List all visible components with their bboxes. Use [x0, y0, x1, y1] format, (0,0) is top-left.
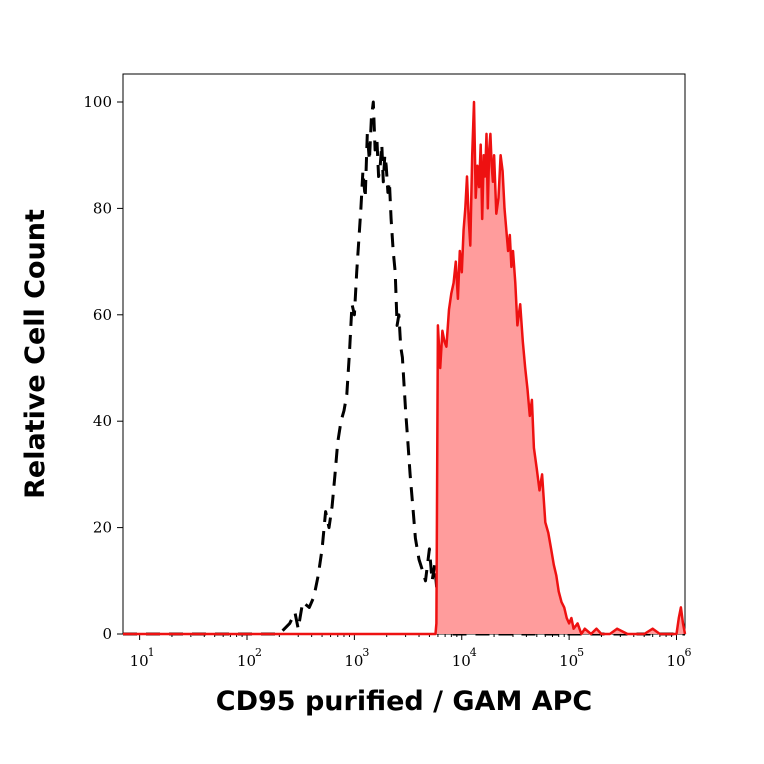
- x-tick-exponent: 3: [362, 646, 369, 659]
- x-tick-label: 103: [344, 646, 369, 670]
- y-tick-label: 40: [93, 412, 112, 430]
- x-tick-base: 10: [666, 652, 685, 670]
- x-tick-exponent: 6: [684, 646, 691, 659]
- x-tick-exponent: 1: [148, 646, 155, 659]
- y-tick-label: 0: [102, 625, 112, 643]
- y-tick-label: 100: [83, 93, 112, 111]
- x-axis-ticks: 101 102 103 104 105 106: [130, 634, 691, 670]
- y-tick-label: 80: [93, 199, 112, 217]
- x-tick-exponent: 4: [470, 646, 477, 659]
- x-tick-label: 106: [666, 646, 691, 670]
- stained-histogram-line: [123, 100, 687, 636]
- y-axis-title: Relative Cell Count: [20, 209, 51, 499]
- x-tick-base: 10: [344, 652, 363, 670]
- x-tick-base: 10: [237, 652, 256, 670]
- plot-frame: [122, 73, 686, 635]
- y-tick-label: 60: [93, 306, 112, 324]
- y-axis-ticks: 0 20 40 60 80 100: [83, 93, 123, 643]
- x-tick-exponent: 5: [577, 646, 584, 659]
- x-tick-base: 10: [130, 652, 149, 670]
- x-tick-exponent: 2: [255, 646, 262, 659]
- x-tick-label: 105: [559, 646, 584, 670]
- x-tick-label: 101: [130, 646, 155, 670]
- stained-histogram-fill: [123, 102, 685, 634]
- x-tick-base: 10: [559, 652, 578, 670]
- x-tick-label: 104: [452, 646, 477, 670]
- y-tick-label: 20: [93, 519, 112, 537]
- x-tick-label: 102: [237, 646, 262, 670]
- x-axis-title: CD95 purified / GAM APC: [216, 686, 592, 717]
- series-layer: [123, 100, 687, 636]
- x-tick-base: 10: [452, 652, 471, 670]
- control-histogram-line: [123, 100, 685, 636]
